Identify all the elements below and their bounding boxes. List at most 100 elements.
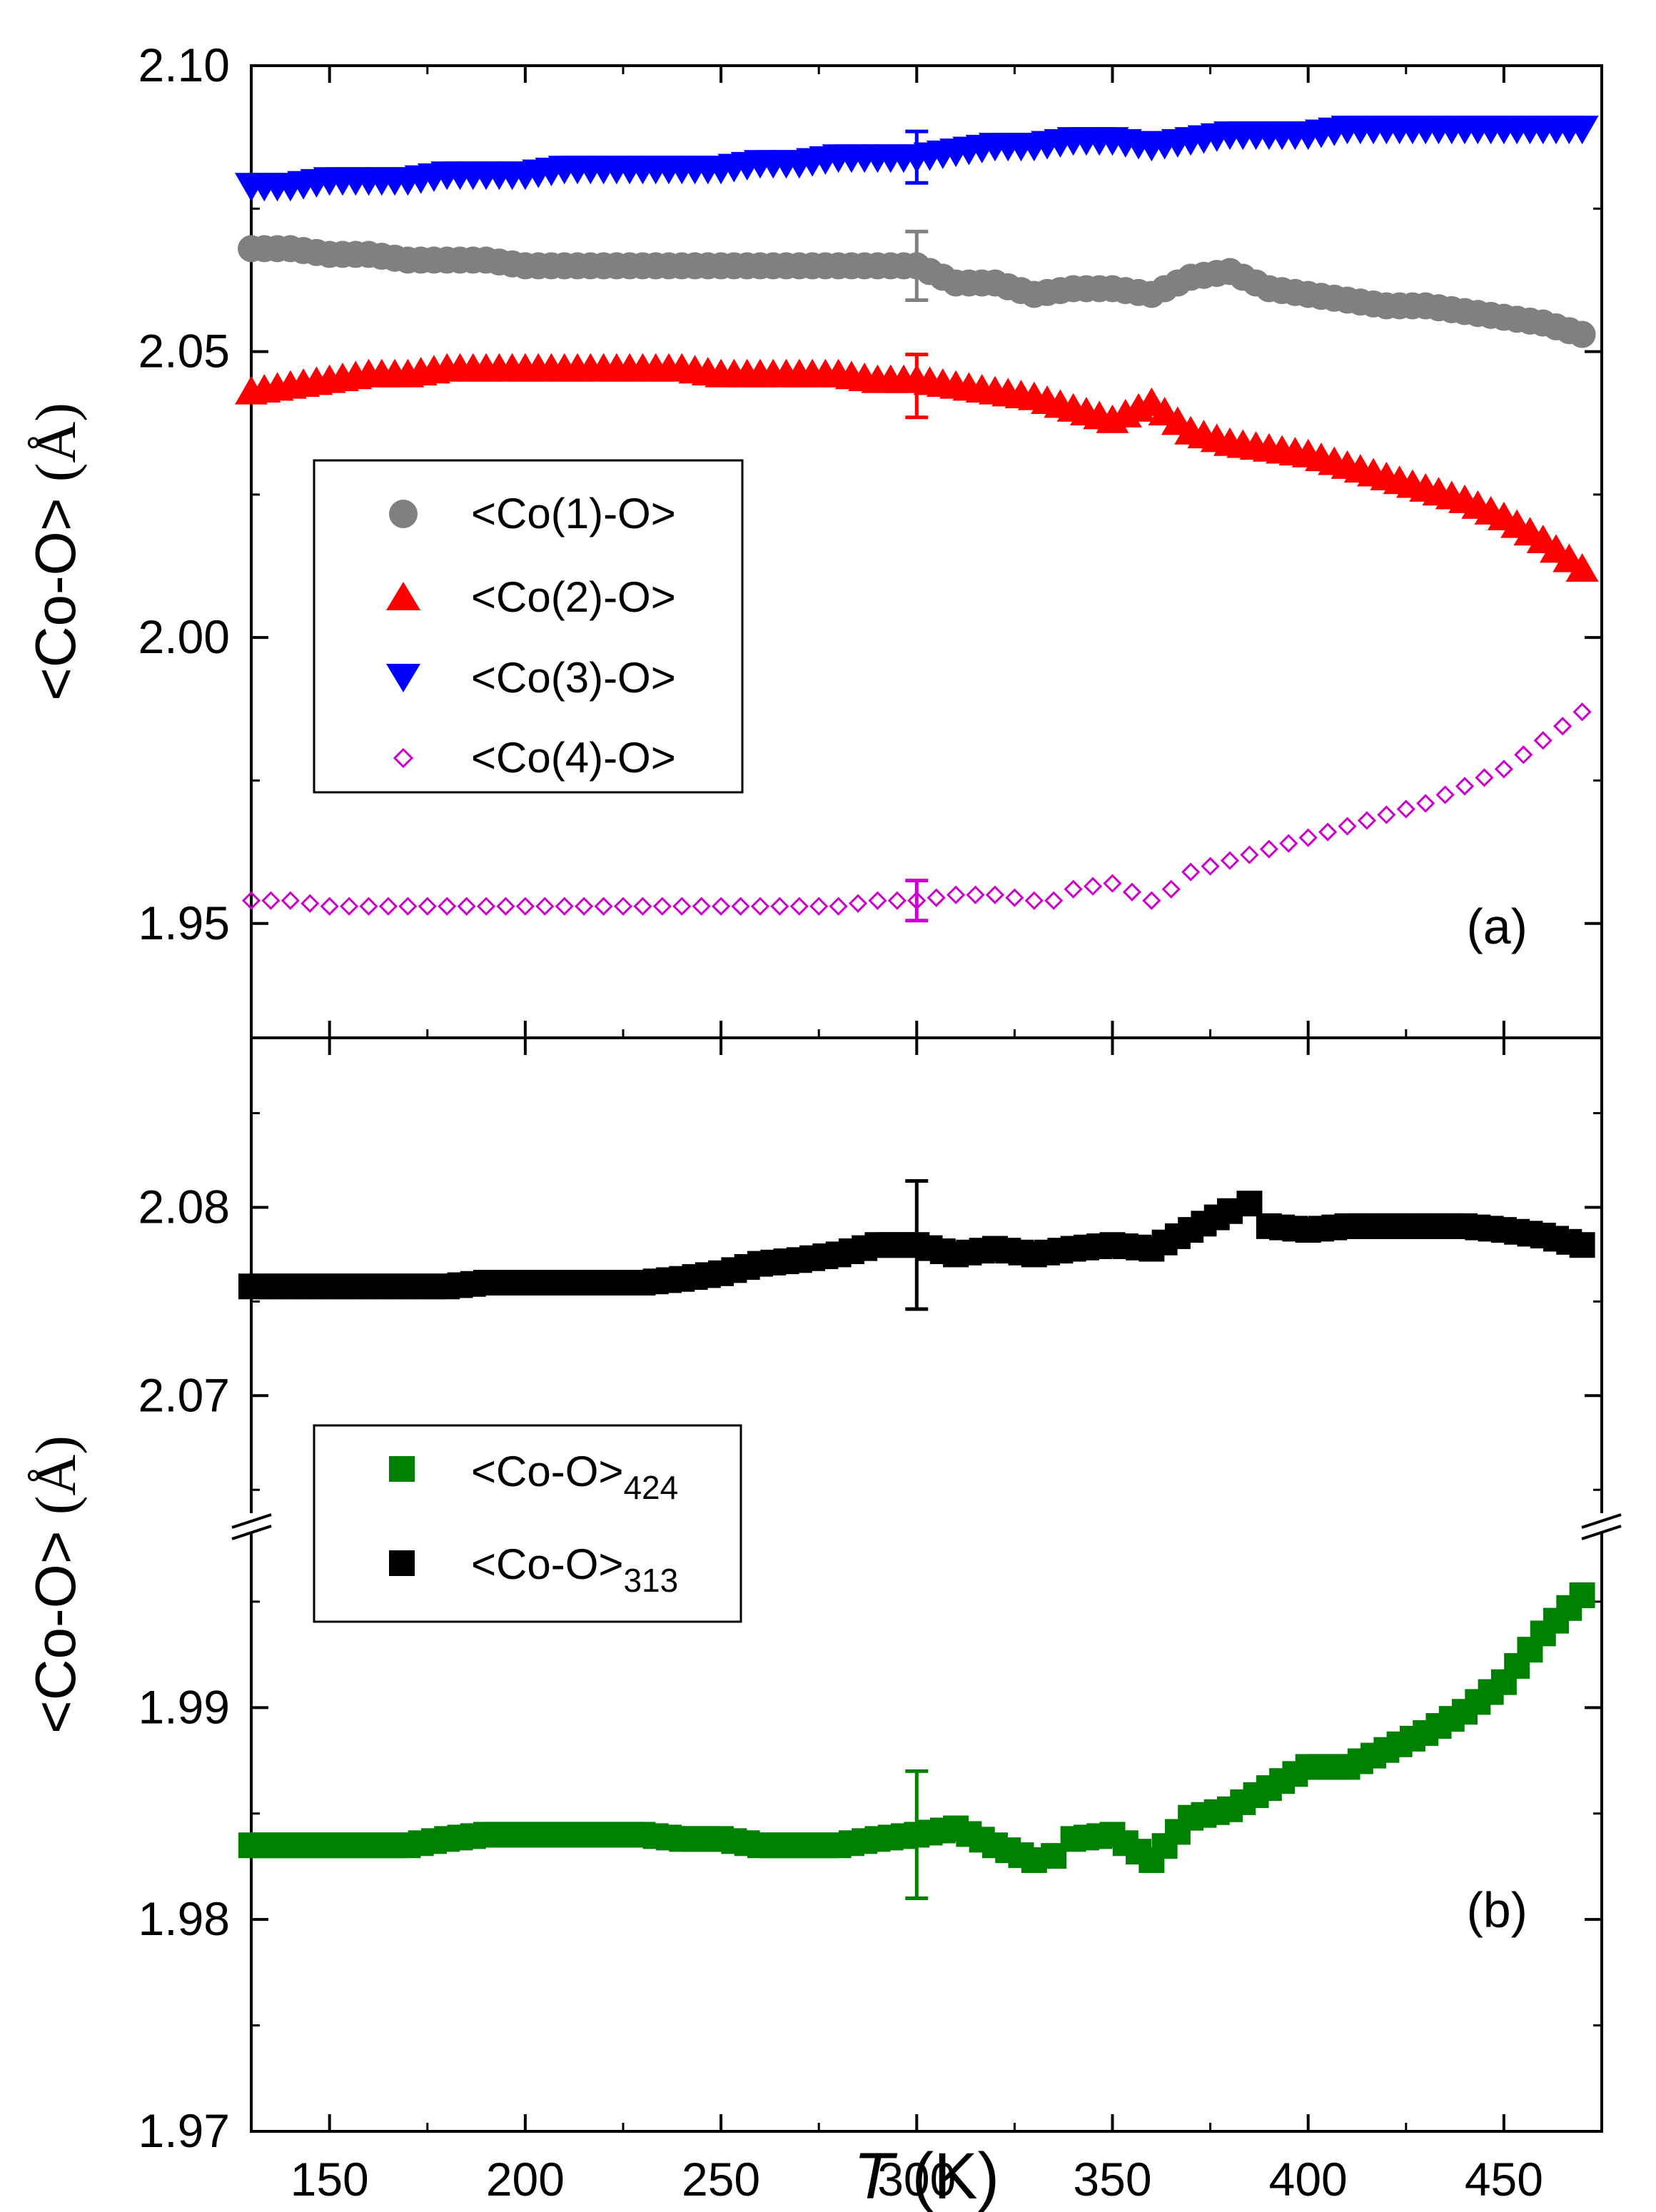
data-point [1201,857,1220,876]
data-point [848,894,868,913]
panel-a-ylabel: <Co-O> (Å) [24,403,88,701]
data-point [1377,805,1396,824]
panel-a-legend: <Co(1)-O> <Co(2)-O> <Co(3)-O> <Co(4)-O> [313,459,744,794]
legend-entry-co1: <Co(1)-O> [389,490,676,537]
data-point [652,897,672,916]
data-point [281,891,300,910]
series-313 [238,1179,1595,1311]
data-point [575,897,594,916]
data-point [946,885,966,904]
data-point [1572,702,1592,722]
data-point [496,897,515,916]
x-tick-label: 250 [682,2153,760,2206]
data-point [1553,717,1572,736]
data-point [320,897,339,916]
series-triangle-up [235,353,1599,582]
data-point [1044,891,1064,910]
legend-label: <Co(2)-O> [471,573,676,621]
data-point [1318,822,1338,842]
data-point [1103,874,1122,893]
data-point [1435,785,1455,804]
data-point [1475,768,1494,787]
panel-a-series [235,116,1599,923]
legend-marker-triangle-down [386,664,420,692]
data-point [359,897,378,916]
data-point [457,897,476,916]
data-point [594,897,613,916]
y-tick-label: 2.10 [138,39,230,91]
series-circle [238,229,1596,348]
data-point [1514,745,1533,764]
legend-label: <Co-O>424 [471,1448,678,1506]
y-tick-label: 1.98 [138,1892,230,1945]
data-point [555,897,574,916]
data-point [1565,116,1599,145]
data-point [438,897,457,916]
data-point [1455,777,1475,796]
data-point [1357,811,1377,830]
data-point [1142,891,1161,910]
legend-label: <Co(4)-O> [471,734,676,782]
data-point [868,891,887,910]
data-point [789,897,809,916]
y-tick-label: 2.08 [138,1180,230,1233]
data-point [1024,891,1044,910]
x-tick-label: 450 [1465,2153,1543,2206]
data-point [301,894,320,913]
x-tick-label: 200 [486,2153,565,2206]
data-point [1396,799,1415,819]
data-point [1533,731,1552,750]
panel-b-label: (b) [1466,1882,1528,1938]
data-point [692,897,711,916]
panel-b-legend: <Co-O>424 <Co-O>313 [313,1424,742,1623]
axis-break-marks [231,1513,1623,1540]
legend-marker-circle [389,500,418,528]
data-point [398,897,418,916]
panel-b-frame [250,1036,1603,2133]
legend-marker-square [389,1456,415,1482]
x-tick-label: 400 [1269,2153,1348,2206]
series-triangle-down [235,116,1599,202]
legend-entry-co2: <Co(2)-O> [386,573,676,621]
data-point [966,885,985,904]
data-point [770,897,789,916]
x-axis-title: T (K) [854,2140,999,2212]
data-point [1083,877,1103,896]
series-424 [238,1582,1595,1900]
data-point [1259,839,1278,859]
legend-entry-424: <Co-O>424 [389,1448,678,1506]
data-point [887,891,907,910]
data-point [1568,320,1596,348]
x-tick-label: 150 [291,2153,369,2206]
data-point [1279,834,1298,853]
data-point [1565,553,1599,582]
data-point [829,897,848,916]
legend-entry-co4: <Co(4)-O> [393,734,676,782]
data-point [1005,888,1024,907]
data-point [1338,817,1357,836]
data-point [1220,851,1240,870]
data-point [1569,1232,1595,1258]
panel-b-ylabel: <Co-O> (Å) [24,1435,88,1734]
series-diamond-open [241,702,1592,923]
data-point [515,897,535,916]
data-point [1161,879,1181,899]
data-point [535,897,555,916]
data-point [261,891,281,910]
data-point [1181,862,1201,882]
data-point [1240,845,1259,864]
data-point [985,885,1005,904]
data-point [476,897,496,916]
data-point [418,897,437,916]
data-point [672,897,692,916]
data-point [1298,828,1318,847]
y-tick-label: 2.07 [138,1368,230,1421]
data-point [241,891,261,910]
data-point [339,897,359,916]
data-point [1569,1582,1595,1608]
data-point [1494,759,1514,779]
legend-label: <Co-O>313 [471,1540,678,1599]
x-tick-label: 350 [1073,2153,1151,2206]
data-point [731,897,750,916]
